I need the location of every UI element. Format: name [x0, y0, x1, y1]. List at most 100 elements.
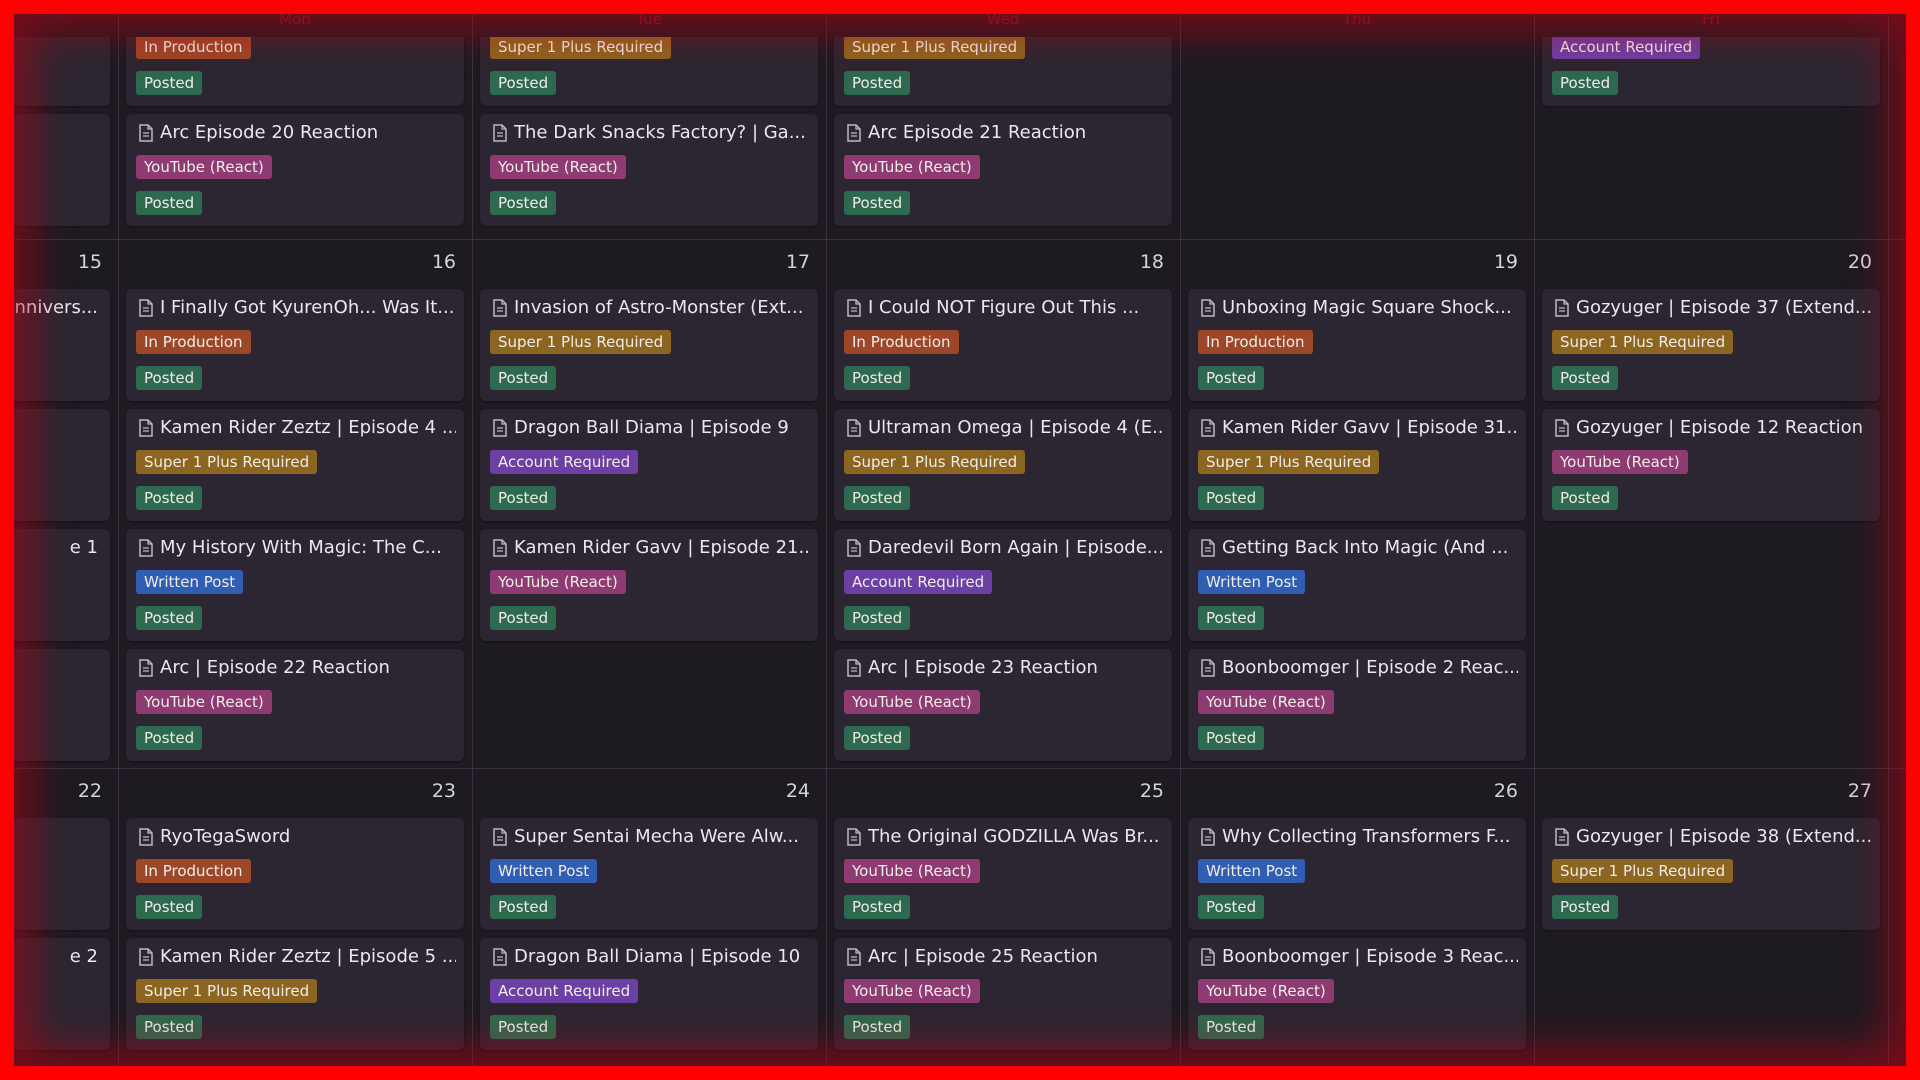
page-icon [138, 828, 154, 850]
status-tag: YouTube (React) [136, 155, 272, 179]
event-card[interactable]: Kamen Rider Gavv | Episode 21... YouTube … [480, 529, 818, 641]
card-title: Arc | Episode 25 Reaction [868, 946, 1098, 967]
status-tag: Account Required [844, 570, 993, 594]
status-tag: Posted [844, 1015, 911, 1039]
status-tag: Posted [1552, 366, 1619, 390]
event-card[interactable]: Invasion of Astro-Monster (Ext... Super 1… [480, 289, 818, 401]
event-card[interactable]: Arc Episode 21 Reaction YouTube (React) Po… [834, 114, 1172, 226]
status-tag: Posted [490, 1015, 557, 1039]
status-tag: In Production [136, 330, 251, 354]
page-icon [138, 948, 154, 970]
status-tag: Posted [490, 191, 557, 215]
status-tag: Account Required [490, 450, 639, 474]
day-name: Thu [1342, 10, 1372, 28]
day-number: 17 [785, 251, 810, 273]
page-icon [846, 419, 862, 441]
event-card[interactable]: Arc Episode 20 Reaction YouTube (React) Po… [126, 114, 464, 226]
event-card[interactable]: Kamen Rider Zeztz | Episode 4 ... Super 1… [126, 409, 464, 521]
column-divider [1888, 0, 1889, 1080]
event-card[interactable]: Arc | Episode 23 Reaction YouTube (React)… [834, 649, 1172, 761]
event-card[interactable]: RyoTegaSword In Production Posted [126, 818, 464, 930]
page-icon [1200, 828, 1216, 850]
event-card[interactable]: Gozyuger | Episode 38 (Extend... Super 1 … [1542, 818, 1880, 930]
event-card[interactable]: Daredevil Born Again | Episode... Account… [834, 529, 1172, 641]
status-tag: Posted [136, 895, 203, 919]
status-tag: Written Post [1198, 859, 1306, 883]
status-tag: Posted [844, 71, 911, 95]
card-title: The Original GODZILLA Was Br... [868, 826, 1160, 847]
card-title: Boonboomger | Episode 2 Reac... [1222, 657, 1518, 678]
status-tag: Written Post [136, 570, 244, 594]
page-icon [846, 828, 862, 850]
event-card[interactable]: Kamen Rider Zeztz | Episode 5 ... Super 1… [126, 938, 464, 1050]
page-icon [492, 539, 508, 561]
status-tag: YouTube (React) [136, 690, 272, 714]
day-number: 16 [431, 251, 456, 273]
status-tag: Posted [1198, 606, 1265, 630]
status-tag: Super 1 Plus Required [136, 979, 318, 1003]
week-row: 22 e 2 23 RyoTegaSword In Production Posted Ka… [0, 768, 1920, 1068]
event-card[interactable]: Gozyuger | Episode 12 Reaction YouTube (R… [1542, 409, 1880, 521]
status-tag: Posted [1198, 1015, 1265, 1039]
event-card[interactable]: Unboxing Magic Square Shock... In Product… [1188, 289, 1526, 401]
status-tag: Posted [136, 1015, 203, 1039]
status-tag: YouTube (React) [490, 570, 626, 594]
event-card[interactable]: Arc | Episode 22 Reaction YouTube (React)… [126, 649, 464, 761]
status-tag: Posted [490, 366, 557, 390]
status-tag: YouTube (React) [1198, 979, 1334, 1003]
event-card[interactable] [0, 818, 110, 930]
event-card[interactable]: I Finally Got KyurenOh... Was It... In Pr… [126, 289, 464, 401]
card-title: Kamen Rider Gavv | Episode 21... [514, 537, 810, 558]
event-card[interactable]: e 2 [0, 938, 110, 1050]
event-card[interactable]: In Production Posted [126, 37, 464, 106]
page-icon [138, 419, 154, 441]
status-tag: Super 1 Plus Required [490, 330, 672, 354]
event-card[interactable]: Boonboomger | Episode 2 Reac... YouTube (… [1188, 649, 1526, 761]
event-card[interactable]: Account Required Posted [1542, 37, 1880, 106]
status-tag: YouTube (React) [1552, 450, 1688, 474]
event-card[interactable]: Kamen Rider Gavv | Episode 31... Super 1 … [1188, 409, 1526, 521]
day-number: 15 [77, 251, 102, 273]
event-card[interactable]: Dragon Ball Diama | Episode 9 Account Req… [480, 409, 818, 521]
page-icon [138, 539, 154, 561]
card-title: I Finally Got KyurenOh... Was It... [160, 297, 455, 318]
event-card[interactable]: The Dark Snacks Factory? | Ga... YouTube … [480, 114, 818, 226]
status-tag: Posted [1198, 486, 1265, 510]
card-title: My History With Magic: The C... [160, 537, 442, 558]
status-tag: Written Post [490, 859, 598, 883]
card-title: Gozyuger | Episode 12 Reaction [1576, 417, 1864, 438]
status-tag: Super 1 Plus Required [1552, 859, 1734, 883]
event-card[interactable] [0, 37, 110, 106]
week-divider [0, 768, 1920, 769]
event-card[interactable]: Annivers... [0, 289, 110, 401]
day-number: 23 [431, 780, 456, 802]
event-card[interactable]: Arc | Episode 25 Reaction YouTube (React)… [834, 938, 1172, 1050]
card-title: Boonboomger | Episode 3 Reac... [1222, 946, 1518, 967]
status-tag: Super 1 Plus Required [136, 450, 318, 474]
card-title: I Could NOT Figure Out This ... [868, 297, 1140, 318]
event-card[interactable]: Ultraman Omega | Episode 4 (E... Super 1 … [834, 409, 1172, 521]
page-icon [138, 124, 154, 146]
event-card[interactable]: Dragon Ball Diama | Episode 10 Account Re… [480, 938, 818, 1050]
card-title: RyoTegaSword [160, 826, 291, 847]
event-card[interactable]: Super 1 Plus Required Posted [480, 37, 818, 106]
event-card[interactable] [0, 114, 110, 226]
event-card[interactable]: Super 1 Plus Required Posted [834, 37, 1172, 106]
status-tag: In Production [844, 330, 959, 354]
event-card[interactable] [0, 649, 110, 761]
event-card[interactable]: Boonboomger | Episode 3 Reac... YouTube (… [1188, 938, 1526, 1050]
event-card[interactable]: My History With Magic: The C... Written P… [126, 529, 464, 641]
event-card[interactable]: Gozyuger | Episode 37 (Extend... Super 1 … [1542, 289, 1880, 401]
page-icon [492, 828, 508, 850]
event-card[interactable] [0, 409, 110, 521]
event-card[interactable]: e 1 [0, 529, 110, 641]
event-card[interactable]: I Could NOT Figure Out This ... In Produc… [834, 289, 1172, 401]
event-card[interactable]: The Original GODZILLA Was Br... YouTube (… [834, 818, 1172, 930]
event-card[interactable]: Super Sentai Mecha Were Alw... Written Po… [480, 818, 818, 930]
status-tag: Posted [844, 191, 911, 215]
status-tag: Account Required [1552, 37, 1701, 59]
event-card[interactable]: Getting Back Into Magic (And ... Written … [1188, 529, 1526, 641]
event-card[interactable]: Why Collecting Transformers F... Written … [1188, 818, 1526, 930]
card-title: Dragon Ball Diama | Episode 9 [514, 417, 789, 438]
